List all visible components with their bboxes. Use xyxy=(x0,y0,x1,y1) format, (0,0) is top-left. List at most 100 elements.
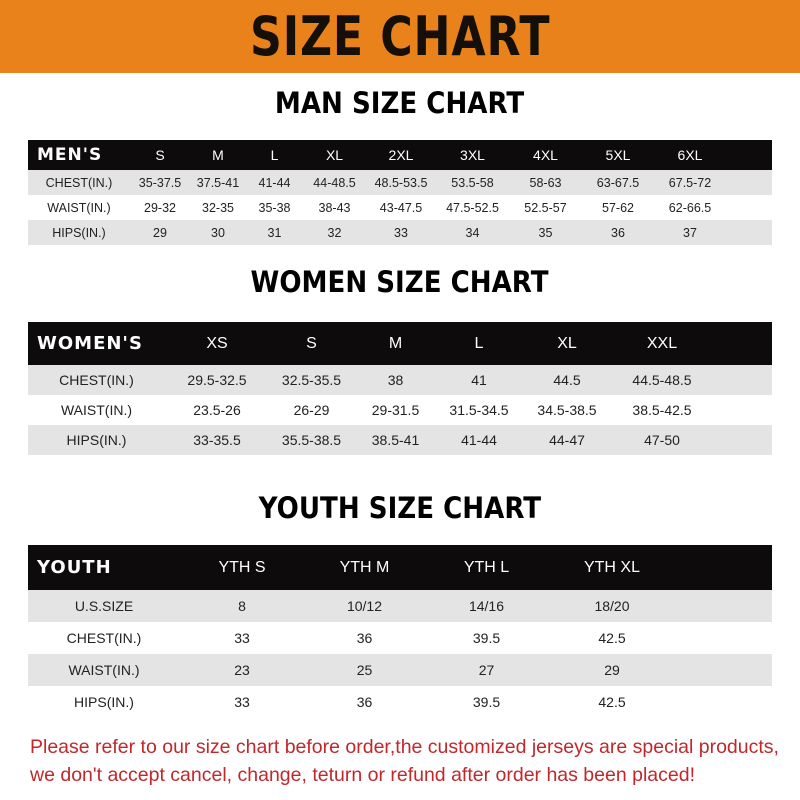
youth-section-title: YOUTH SIZE CHART xyxy=(258,491,542,525)
table-row: WAIST(IN.) 23.5-26 26-29 29-31.5 31.5-34.5 34… xyxy=(28,395,772,425)
youth-size-table: YOUTH YTH S YTH M YTH L YTH XL U.S.SIZE 8 10/12… xyxy=(28,545,772,718)
row-spacer xyxy=(676,622,772,654)
measurement-cell: 44.5-48.5 xyxy=(632,372,692,388)
measurement-cell: 36 xyxy=(356,694,373,710)
row-spacer xyxy=(676,590,772,622)
measurement-cell: 53.5-58 xyxy=(451,175,494,190)
row-label: WAIST(IN.) xyxy=(68,662,140,678)
table-row: HIPS(IN.) 33-35.5 35.5-38.5 38.5-41 41-44 44-… xyxy=(28,425,772,455)
measurement-cell: 41-44 xyxy=(258,175,291,190)
size-header: XL xyxy=(557,334,577,352)
measurement-cell: 44-48.5 xyxy=(313,175,356,190)
row-spacer xyxy=(676,654,772,686)
measurement-cell: 23 xyxy=(234,662,250,678)
youth-header-label: YOUTH xyxy=(37,557,112,578)
size-chart-banner: SIZE CHART xyxy=(0,0,800,73)
measurement-cell: 29-32 xyxy=(144,200,176,215)
measurement-cell: 23.5-26 xyxy=(193,402,241,418)
order-notice-line-1: Please refer to our size chart before or… xyxy=(30,736,779,758)
size-header: 5XL xyxy=(605,147,631,163)
size-header: XL xyxy=(325,147,344,163)
women-header-row: WOMEN'S XS S M L XL XXL xyxy=(28,322,772,365)
measurement-cell: 41 xyxy=(471,372,487,388)
row-spacer xyxy=(726,170,772,195)
size-header: YTH L xyxy=(463,558,510,576)
size-header: YTH S xyxy=(218,558,266,576)
measurement-cell: 35.5-38.5 xyxy=(281,432,342,448)
women-header-label: WOMEN'S xyxy=(37,333,143,354)
measurement-cell: 44-47 xyxy=(549,432,585,448)
measurement-cell: 34 xyxy=(465,225,480,240)
row-spacer xyxy=(676,686,772,718)
measurement-cell: 35-38 xyxy=(258,200,291,215)
measurement-cell: 36 xyxy=(356,630,373,646)
row-spacer xyxy=(726,220,772,245)
measurement-cell: 38.5-42.5 xyxy=(632,402,692,418)
size-header: M xyxy=(212,147,224,163)
measurement-cell: 52.5-57 xyxy=(524,200,567,215)
size-header: S xyxy=(155,147,165,163)
measurement-cell: 67.5-72 xyxy=(668,175,712,190)
measurement-cell: 14/16 xyxy=(468,598,505,614)
table-row: U.S.SIZE 8 10/12 14/16 18/20 xyxy=(28,590,772,622)
size-header: XS xyxy=(206,334,228,352)
measurement-cell: 35 xyxy=(538,225,553,240)
measurement-cell: 29 xyxy=(153,225,167,240)
size-header: 6XL xyxy=(677,147,703,163)
measurement-cell: 27 xyxy=(478,662,495,678)
measurement-cell: 37.5-41 xyxy=(196,175,240,190)
row-spacer xyxy=(711,425,772,455)
women-section-title: WOMEN SIZE CHART xyxy=(251,265,549,299)
row-spacer xyxy=(726,195,772,220)
measurement-cell: 26-29 xyxy=(293,402,330,418)
header-spacer xyxy=(726,140,772,170)
measurement-cell: 35-37.5 xyxy=(138,175,182,190)
row-label: CHEST(IN.) xyxy=(59,372,134,388)
size-header: M xyxy=(388,334,403,352)
measurement-cell: 41-44 xyxy=(461,432,497,448)
banner-title: SIZE CHART xyxy=(249,5,551,68)
measurement-cell: 33 xyxy=(234,630,250,646)
size-header: 4XL xyxy=(533,147,558,163)
header-spacer xyxy=(676,545,772,590)
measurement-cell: 42.5 xyxy=(598,694,626,710)
row-spacer xyxy=(711,365,772,395)
size-header: YTH M xyxy=(339,558,390,576)
measurement-cell: 29-31.5 xyxy=(371,402,420,418)
measurement-cell: 8 xyxy=(238,598,246,614)
measurement-cell: 39.5 xyxy=(472,630,501,646)
measurement-cell: 57-62 xyxy=(602,200,634,215)
measurement-cell: 38 xyxy=(387,372,404,388)
men-header-label: MEN'S xyxy=(37,145,103,165)
size-header: L xyxy=(474,334,484,352)
women-size-table: WOMEN'S XS S M L XL XXL CHEST(IN.) 29.5-32.5 32.5… xyxy=(28,322,772,455)
measurement-cell: 32 xyxy=(327,225,342,240)
table-row: WAIST(IN.) 23 25 27 29 xyxy=(28,654,772,686)
size-header: L xyxy=(270,147,279,163)
measurement-cell: 43-47.5 xyxy=(379,200,423,215)
measurement-cell: 33 xyxy=(394,225,408,240)
measurement-cell: 47-50 xyxy=(644,432,680,448)
measurement-cell: 42.5 xyxy=(598,630,626,646)
measurement-cell: 33 xyxy=(234,694,250,710)
table-row: CHEST(IN.) 35-37.5 37.5-41 41-44 44-48.5 48.5… xyxy=(28,170,772,195)
measurement-cell: 47.5-52.5 xyxy=(446,200,499,215)
row-label: WAIST(IN.) xyxy=(47,200,111,215)
measurement-cell: 30 xyxy=(211,225,225,240)
size-header: 3XL xyxy=(460,147,485,163)
row-label: WAIST(IN.) xyxy=(60,402,133,418)
measurement-cell: 38-43 xyxy=(318,200,351,215)
measurement-cell: 32.5-35.5 xyxy=(281,372,342,388)
order-notice-line-2: we don't accept cancel, change, teturn o… xyxy=(30,764,695,786)
measurement-cell: 33-35.5 xyxy=(193,432,241,448)
measurement-cell: 48.5-53.5 xyxy=(374,175,428,190)
measurement-cell: 58-63 xyxy=(529,175,562,190)
measurement-cell: 31.5-34.5 xyxy=(449,402,509,418)
men-header-row: MEN'S S M L XL 2XL 3XL 4XL 5XL 6XL xyxy=(28,140,772,170)
row-label: HIPS(IN.) xyxy=(74,694,134,710)
measurement-cell: 44.5 xyxy=(553,372,581,388)
size-header: S xyxy=(306,334,317,352)
measurement-cell: 31 xyxy=(267,225,282,240)
table-row: CHEST(IN.) 29.5-32.5 32.5-35.5 38 41 44.5 44.5… xyxy=(28,365,772,395)
row-label: CHEST(IN.) xyxy=(45,175,113,190)
